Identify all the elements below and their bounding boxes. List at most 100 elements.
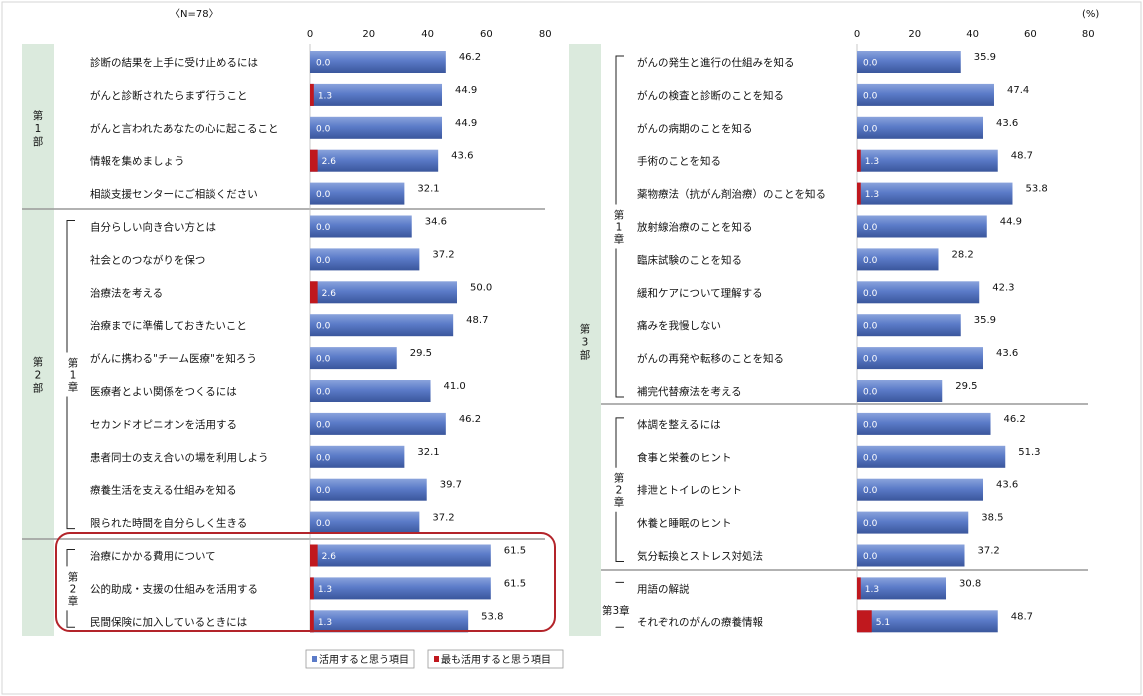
p0-xtick-0: 0 (307, 29, 313, 40)
p0-g0-row-2-label: がんと言われたあなたの心に起こること (90, 122, 278, 135)
p1-g0-row-0-bar (857, 51, 961, 73)
legend-frame-1 (305, 649, 415, 669)
p1-g0-bracket-bottom (615, 248, 624, 398)
p0-g1-row-5-total-value: 41.0 (444, 381, 466, 392)
p1-g1-row-4-bar (857, 544, 965, 567)
p1-g0-row-3-total-value: 48.7 (1011, 151, 1033, 162)
p0-g1-row-3-total-value: 48.7 (466, 315, 488, 326)
p0-g1-bracket-bottom (66, 396, 75, 530)
p0-g0-row-3-most-value: 2.6 (322, 157, 337, 167)
p1-g0-row-0-total-value: 35.9 (974, 52, 996, 63)
p0-g2-bracket-bottom (66, 610, 75, 628)
p0-g1-row-9-label: 限られた時間を自分らしく生きる (90, 517, 247, 530)
left-part-column (22, 44, 54, 636)
legend: 活用すると思う項目 最も活用すると思う項目 (305, 649, 564, 669)
p0-g2-row-2-label: 民間保険に加入しているときには (90, 615, 247, 628)
p0-g1-row-2-label: 治療法を考える (90, 286, 163, 299)
p1-g0-row-10-most-value: 0.0 (863, 388, 878, 398)
p1-g2-row-1-label: それぞれのがんの療養情報 (637, 615, 763, 628)
p0-g1-row-0-most-value: 0.0 (316, 223, 331, 233)
n-label: 〈N=78〉 (170, 8, 219, 20)
p0-g1-row-7-total-value: 32.1 (417, 447, 439, 458)
p1-g0-row-7-label: 緩和ケアについて理解する (637, 286, 763, 299)
p0-g2-row-1-most-value: 1.3 (318, 585, 332, 595)
p1-g0-row-0-most-value: 0.0 (863, 59, 878, 69)
p0-g0-row-4-most-value: 0.0 (316, 190, 331, 200)
p1-g0-row-10-label: 補完代替療法を考える (637, 385, 742, 398)
p0-g0-row-0-bar (310, 51, 446, 73)
p0-g1-row-7-label: 患者同士の支え合いの場を利用しよう (90, 451, 269, 464)
p0-g0-row-4-label: 相談支援センターにご相談ください (90, 188, 258, 201)
p1-g0-row-4-most-value: 1.3 (865, 190, 879, 200)
p1-g1-row-4-most-value: 0.0 (863, 552, 878, 562)
p1-xtick-4: 80 (1082, 29, 1095, 40)
p1-g0-row-7-bar (857, 281, 980, 304)
p0-g1-row-1-label: 社会とのつながりを保つ (90, 253, 205, 266)
p1-g1-row-2-most-value: 0.0 (863, 486, 878, 496)
p1-g0-row-5-total-value: 44.9 (1000, 217, 1022, 228)
p1-g1-row-0-most-value: 0.0 (863, 420, 878, 430)
p0-g0-row-3-label: 情報を集めましょう (90, 155, 185, 168)
p1-g1-row-1-bar (857, 445, 1006, 468)
p0-g2-bracket-top (66, 549, 75, 567)
p1-g0-row-8-most-value: 0.0 (863, 322, 878, 332)
legend-swatch-2 (434, 656, 439, 662)
p1-g2-row-0-bar (857, 577, 947, 600)
p1-g2-row-1-most-bar (857, 610, 872, 633)
p0-g2-row-2-total-value: 53.8 (481, 611, 503, 622)
p1-g0-row-5-most-value: 0.0 (863, 223, 878, 233)
p0-g1-row-3-most-value: 0.0 (316, 322, 331, 332)
p0-g0-row-3-total-value: 43.6 (451, 151, 473, 162)
unit-label: (%) (1082, 9, 1099, 20)
p0-g0-row-1-total-value: 44.9 (455, 85, 477, 96)
p1-g0-row-2-label: がんの病期のことを知る (637, 122, 753, 135)
legend-swatch-1 (312, 656, 317, 662)
p0-g1-row-5-label: 医療者とよい関係をつくるには (90, 385, 237, 398)
p0-g1-row-4-label: がんに携わる"チーム医療"を知ろう (90, 352, 257, 365)
p0-g1-row-5-most-value: 0.0 (316, 388, 331, 398)
p0-g0-row-0-total-value: 46.2 (459, 52, 481, 63)
p1-g0-row-1-total-value: 47.4 (1007, 85, 1029, 96)
p0-g2-row-2-most-bar (310, 610, 314, 633)
p0-g1-row-6-label: セカンドオピニオンを活用する (90, 419, 237, 431)
p1-g1-row-0-bar (857, 412, 991, 435)
p1-g0-row-5-bar (857, 215, 987, 238)
p1-g0-row-4-bar (857, 182, 1013, 205)
chart-layer: 0 20 40 60 80 診断の結果を上手に受け止めるには 0.0 46.2 がんと診断された… (33, 29, 1095, 633)
p1-g1-row-0-label: 体調を整えるには (637, 418, 721, 431)
p0-g0-row-0-label: 診断の結果を上手に受け止めるには (90, 56, 258, 69)
p1-xtick-0: 0 (854, 29, 860, 40)
p0-g1-row-2-total-value: 50.0 (470, 282, 492, 293)
p1-g1-row-4-label: 気分転換とストレス対処法 (637, 550, 763, 563)
p0-g0-row-2-bar (310, 116, 443, 139)
p1-g1-row-1-label: 食事と栄養のヒント (637, 451, 732, 464)
p0-g1-row-7-most-value: 0.0 (316, 453, 331, 463)
p1-g0-row-8-bar (857, 314, 961, 337)
p0-g1-row-0-total-value: 34.6 (425, 217, 447, 228)
p0-g1-row-1-total-value: 37.2 (432, 249, 454, 260)
p0-g1-row-9-total-value: 37.2 (432, 513, 454, 524)
p0-g2-row-2-bar (310, 610, 469, 633)
p0-g1-row-0-bar (310, 215, 412, 238)
p0-g0-row-1-label: がんと診断されたらまず行うこと (90, 89, 248, 102)
legend-frame-2 (427, 649, 564, 669)
p0-g1-row-0-label: 自分らしい向き合い方とは (90, 221, 216, 234)
p1-g2-row-0-label: 用語の解説 (637, 582, 690, 595)
p1-g0-row-3-bar (857, 149, 998, 172)
p1-g0-row-9-label: がんの再発や転移のことを知る (637, 352, 784, 365)
p1-g1-row-4-total-value: 37.2 (978, 546, 1000, 557)
p1-xtick-1: 20 (908, 29, 921, 40)
p1-g2-chapter-label: 第3章 (602, 604, 630, 617)
p0-g2-row-0-bar (310, 544, 491, 567)
p1-g0-row-1-most-value: 0.0 (863, 91, 878, 101)
p1-g0-row-9-most-value: 0.0 (863, 355, 878, 365)
p0-g1-row-8-total-value: 39.7 (440, 480, 462, 491)
p1-g2-row-1-bar (857, 610, 998, 633)
p0-g0-row-4-total-value: 32.1 (417, 184, 439, 195)
p1-g2-row-0-total-value: 30.8 (959, 578, 981, 589)
p1-g0-row-6-label: 臨床試験のことを知る (637, 253, 742, 266)
p1-g0-row-9-total-value: 43.6 (996, 348, 1018, 359)
p1-g1-row-2-bar (857, 478, 984, 501)
